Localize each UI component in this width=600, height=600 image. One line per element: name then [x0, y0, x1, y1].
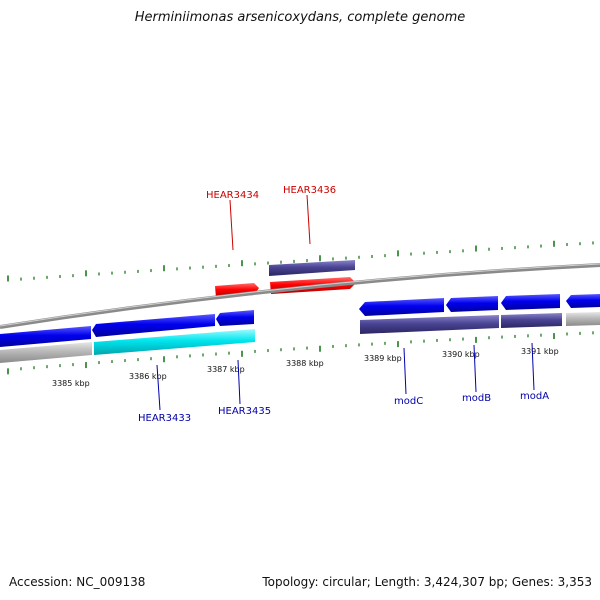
- gene-modc[interactable]: [359, 298, 444, 316]
- gene-labels: HEAR3434 HEAR3436 HEAR3433 HEAR3435 modC…: [138, 185, 549, 424]
- feature-cyan[interactable]: [94, 329, 255, 355]
- gene-hear3436-reverse-segment[interactable]: [269, 260, 355, 276]
- leader-hear3433: [156, 364, 161, 411]
- gene-moda[interactable]: [501, 294, 560, 310]
- gene-hear3433[interactable]: [92, 314, 215, 337]
- scale-label-3391: 3391 kbp: [521, 347, 559, 356]
- gene-label-modc[interactable]: modC: [394, 396, 423, 407]
- gene-hear3440[interactable]: [566, 294, 600, 308]
- accession-text: Accession: NC_009138: [9, 575, 146, 589]
- gene-label-hear3435[interactable]: HEAR3435: [218, 406, 271, 417]
- genome-backbone-highlight: [0, 263, 600, 327]
- scale-labels: 3385 kbp 3386 kbp 3387 kbp 3388 kbp 3389…: [52, 347, 559, 388]
- gene-label-hear3433[interactable]: HEAR3433: [138, 413, 191, 424]
- scale-label-3390: 3390 kbp: [442, 350, 480, 359]
- scale-label-3385: 3385 kbp: [52, 379, 90, 388]
- leader-hear3436: [306, 194, 311, 245]
- feature-grey-2[interactable]: [566, 312, 600, 326]
- genome-summary-text: Topology: circular; Length: 3,424,307 bp…: [262, 575, 592, 589]
- label-leader-lines: [156, 194, 535, 411]
- scale-label-3386: 3386 kbp: [129, 372, 167, 381]
- gene-label-modb[interactable]: modB: [462, 393, 491, 404]
- gene-hear3432[interactable]: [0, 326, 91, 347]
- leader-hear3434: [229, 199, 234, 251]
- scale-label-3389: 3389 kbp: [364, 354, 402, 363]
- inner-forward-track: [0, 294, 600, 347]
- inner-tick-marks: [7, 331, 594, 375]
- feature-navy-modc[interactable]: [360, 315, 499, 334]
- map-title: Herminiimonas arsenicoxydans, complete g…: [134, 10, 466, 25]
- gene-modb[interactable]: [446, 296, 498, 312]
- genome-backbone: [0, 263, 600, 329]
- gene-label-hear3434[interactable]: HEAR3434: [206, 190, 259, 201]
- leader-hear3435: [237, 359, 241, 405]
- leader-modb: [473, 344, 477, 393]
- feature-navy-moda[interactable]: [501, 313, 562, 328]
- gene-label-moda[interactable]: modA: [520, 391, 549, 402]
- forward-strand-track: [215, 260, 356, 298]
- scale-label-3388: 3388 kbp: [286, 359, 324, 368]
- gene-label-hear3436[interactable]: HEAR3436: [283, 185, 336, 196]
- inner-lower-track: [0, 312, 600, 363]
- leader-moda: [531, 342, 535, 391]
- gene-hear3435[interactable]: [216, 310, 254, 326]
- leader-modc: [403, 347, 407, 395]
- scale-label-3387: 3387 kbp: [207, 365, 245, 374]
- outer-tick-marks: [7, 240, 594, 282]
- feature-grey-1[interactable]: [0, 342, 92, 363]
